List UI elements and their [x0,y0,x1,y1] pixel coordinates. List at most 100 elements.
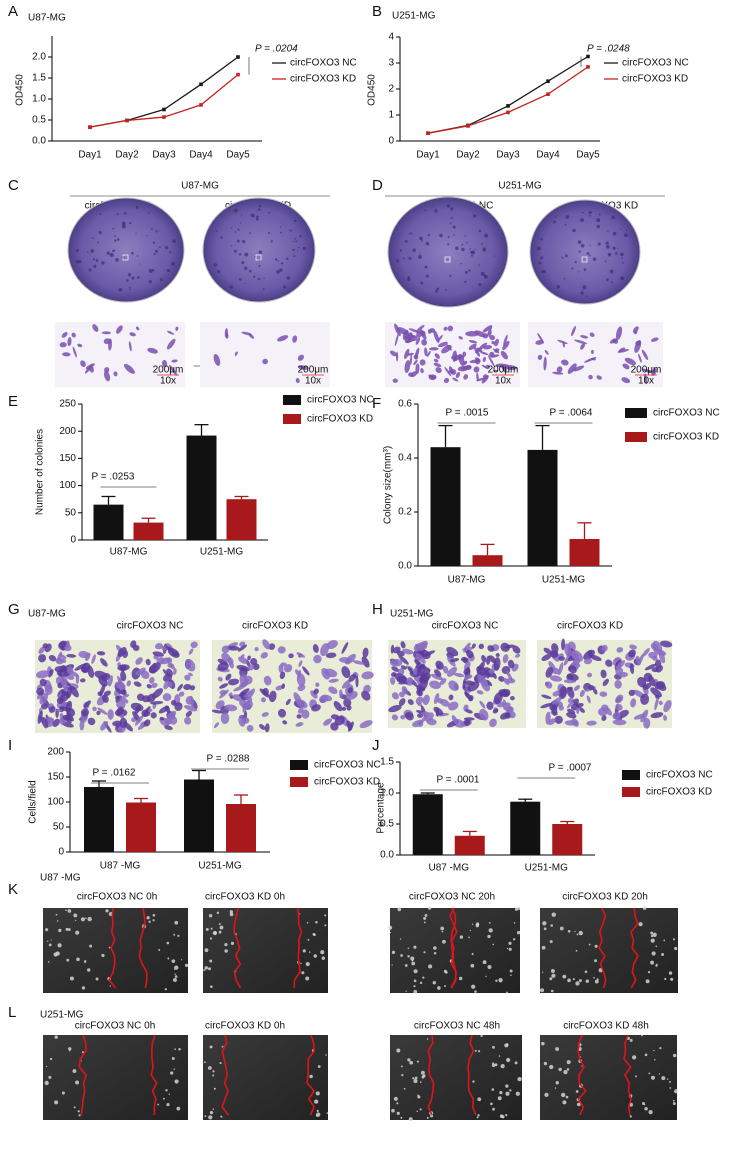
cell [573,365,585,372]
cell [394,333,399,347]
cell [346,720,353,731]
cell [45,928,49,932]
point [236,72,240,77]
cell [562,974,567,979]
cell [48,718,55,723]
cell [390,658,403,667]
colony [253,275,256,278]
cell [648,1110,653,1115]
culture-dish [67,197,185,303]
cell [260,697,267,703]
cell [413,1079,418,1084]
cell [451,715,458,725]
cell [462,351,467,357]
cell [60,678,69,691]
cell [120,697,129,704]
cell [475,922,480,926]
colony [171,261,175,266]
colony [478,264,480,266]
cell [75,930,80,935]
colony [409,232,412,235]
bar [133,522,164,540]
colony [298,246,300,249]
cell [564,720,579,726]
cell [397,907,402,912]
y-tick-label: 1.5 [380,757,394,768]
cell [592,687,598,695]
colony [583,268,587,271]
cell [393,673,408,683]
cell [300,962,302,965]
colony [494,255,496,257]
colony [294,219,297,222]
colony [564,254,568,258]
cell [259,724,266,730]
cell [341,679,351,689]
cell [545,666,554,678]
cell [413,979,417,983]
cell [510,696,515,701]
cell [638,922,643,927]
cell [423,951,426,954]
cell [588,374,593,380]
cell [66,666,74,675]
cell [229,912,234,917]
cell [482,333,489,339]
colony [578,250,581,253]
cell [543,927,547,931]
cell [506,1057,511,1063]
cell [333,701,343,712]
cell [641,1102,645,1105]
cell [557,339,568,345]
colony [239,222,242,224]
cell [277,335,289,342]
cell [348,673,357,682]
cell [669,1081,671,1083]
cell [346,690,358,700]
colony [578,271,580,273]
colony [123,212,127,215]
cell [152,688,163,699]
cell [407,947,410,950]
cell [583,658,593,665]
cell [184,963,189,968]
cell [66,958,70,962]
cell [653,1049,655,1052]
cell [476,1116,479,1119]
colony [399,249,403,252]
cell [341,706,347,711]
cell [443,377,450,384]
cell [219,689,227,695]
cell [491,1088,495,1091]
colony [233,208,238,213]
cell [498,1055,501,1057]
colony [407,277,411,282]
cell [129,332,136,337]
cell [417,1094,419,1097]
cell [145,658,151,666]
cell [391,714,399,721]
y-axis-label: OD450 [367,74,378,106]
panel-title: U87-MG [181,181,219,192]
bar [93,504,124,540]
panel-letter: K [8,881,18,898]
cell [502,340,510,351]
cell [644,373,648,385]
image-label: circFOXO3 NC 0h [77,892,158,903]
colony [279,226,282,228]
cell [634,340,642,353]
cell [166,668,173,677]
point [506,104,510,108]
cell [651,368,657,376]
cell [558,686,568,700]
image-label: circFOXO3 KD 0h [205,1021,285,1032]
cell [107,709,114,720]
cell [213,722,220,729]
cell [262,358,268,365]
y-tick-label: 0.5 [380,819,394,830]
cell [320,643,330,657]
cell [44,684,53,696]
wound-edge [467,1034,477,1116]
cell [205,927,209,931]
